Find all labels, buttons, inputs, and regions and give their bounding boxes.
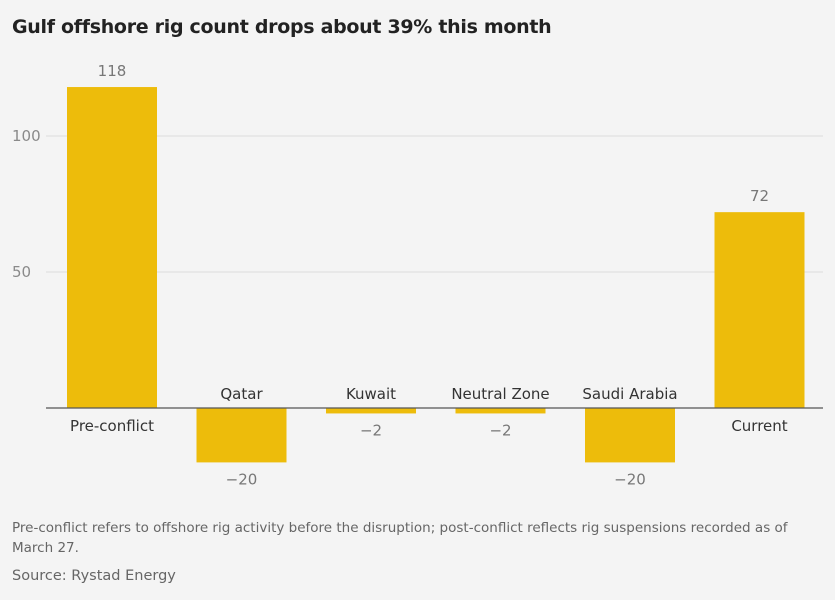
- y-tick-label: 50: [12, 263, 31, 281]
- value-label: −20: [614, 470, 646, 488]
- gridlines: [46, 135, 823, 273]
- y-tick-label: 100: [12, 127, 41, 145]
- bar-neutral-zone: [455, 408, 546, 414]
- bar-qatar: [196, 408, 287, 463]
- labels: 50 100 Pre-conflict 118 Qatar −20 Kuwait −2 Neut…: [12, 62, 788, 488]
- chart-note: Pre-conflict refers to offshore rig acti…: [12, 520, 788, 556]
- value-label: −2: [360, 421, 382, 439]
- category-label: Current: [731, 417, 787, 435]
- bars: [46, 87, 823, 463]
- category-label: Saudi Arabia: [582, 385, 677, 403]
- category-label: Qatar: [220, 385, 263, 403]
- category-label: Pre-conflict: [70, 417, 154, 435]
- bar-saudi-arabia: [585, 408, 675, 463]
- chart-title: Gulf offshore rig count drops about 39% …: [12, 16, 552, 38]
- chart-source: Source: Rystad Energy: [12, 568, 176, 584]
- category-label: Neutral Zone: [451, 385, 549, 403]
- value-label: −2: [489, 421, 511, 439]
- value-label: −20: [226, 470, 258, 488]
- bar-pre-conflict: [67, 87, 157, 408]
- bar-current: [714, 212, 805, 408]
- value-label: 118: [98, 62, 127, 80]
- bar-chart: 50 100 Pre-conflict 118 Qatar −20 Kuwait −2 Neut…: [12, 62, 823, 488]
- category-label: Kuwait: [346, 385, 396, 403]
- bar-kuwait: [326, 408, 416, 414]
- value-label: 72: [750, 187, 769, 205]
